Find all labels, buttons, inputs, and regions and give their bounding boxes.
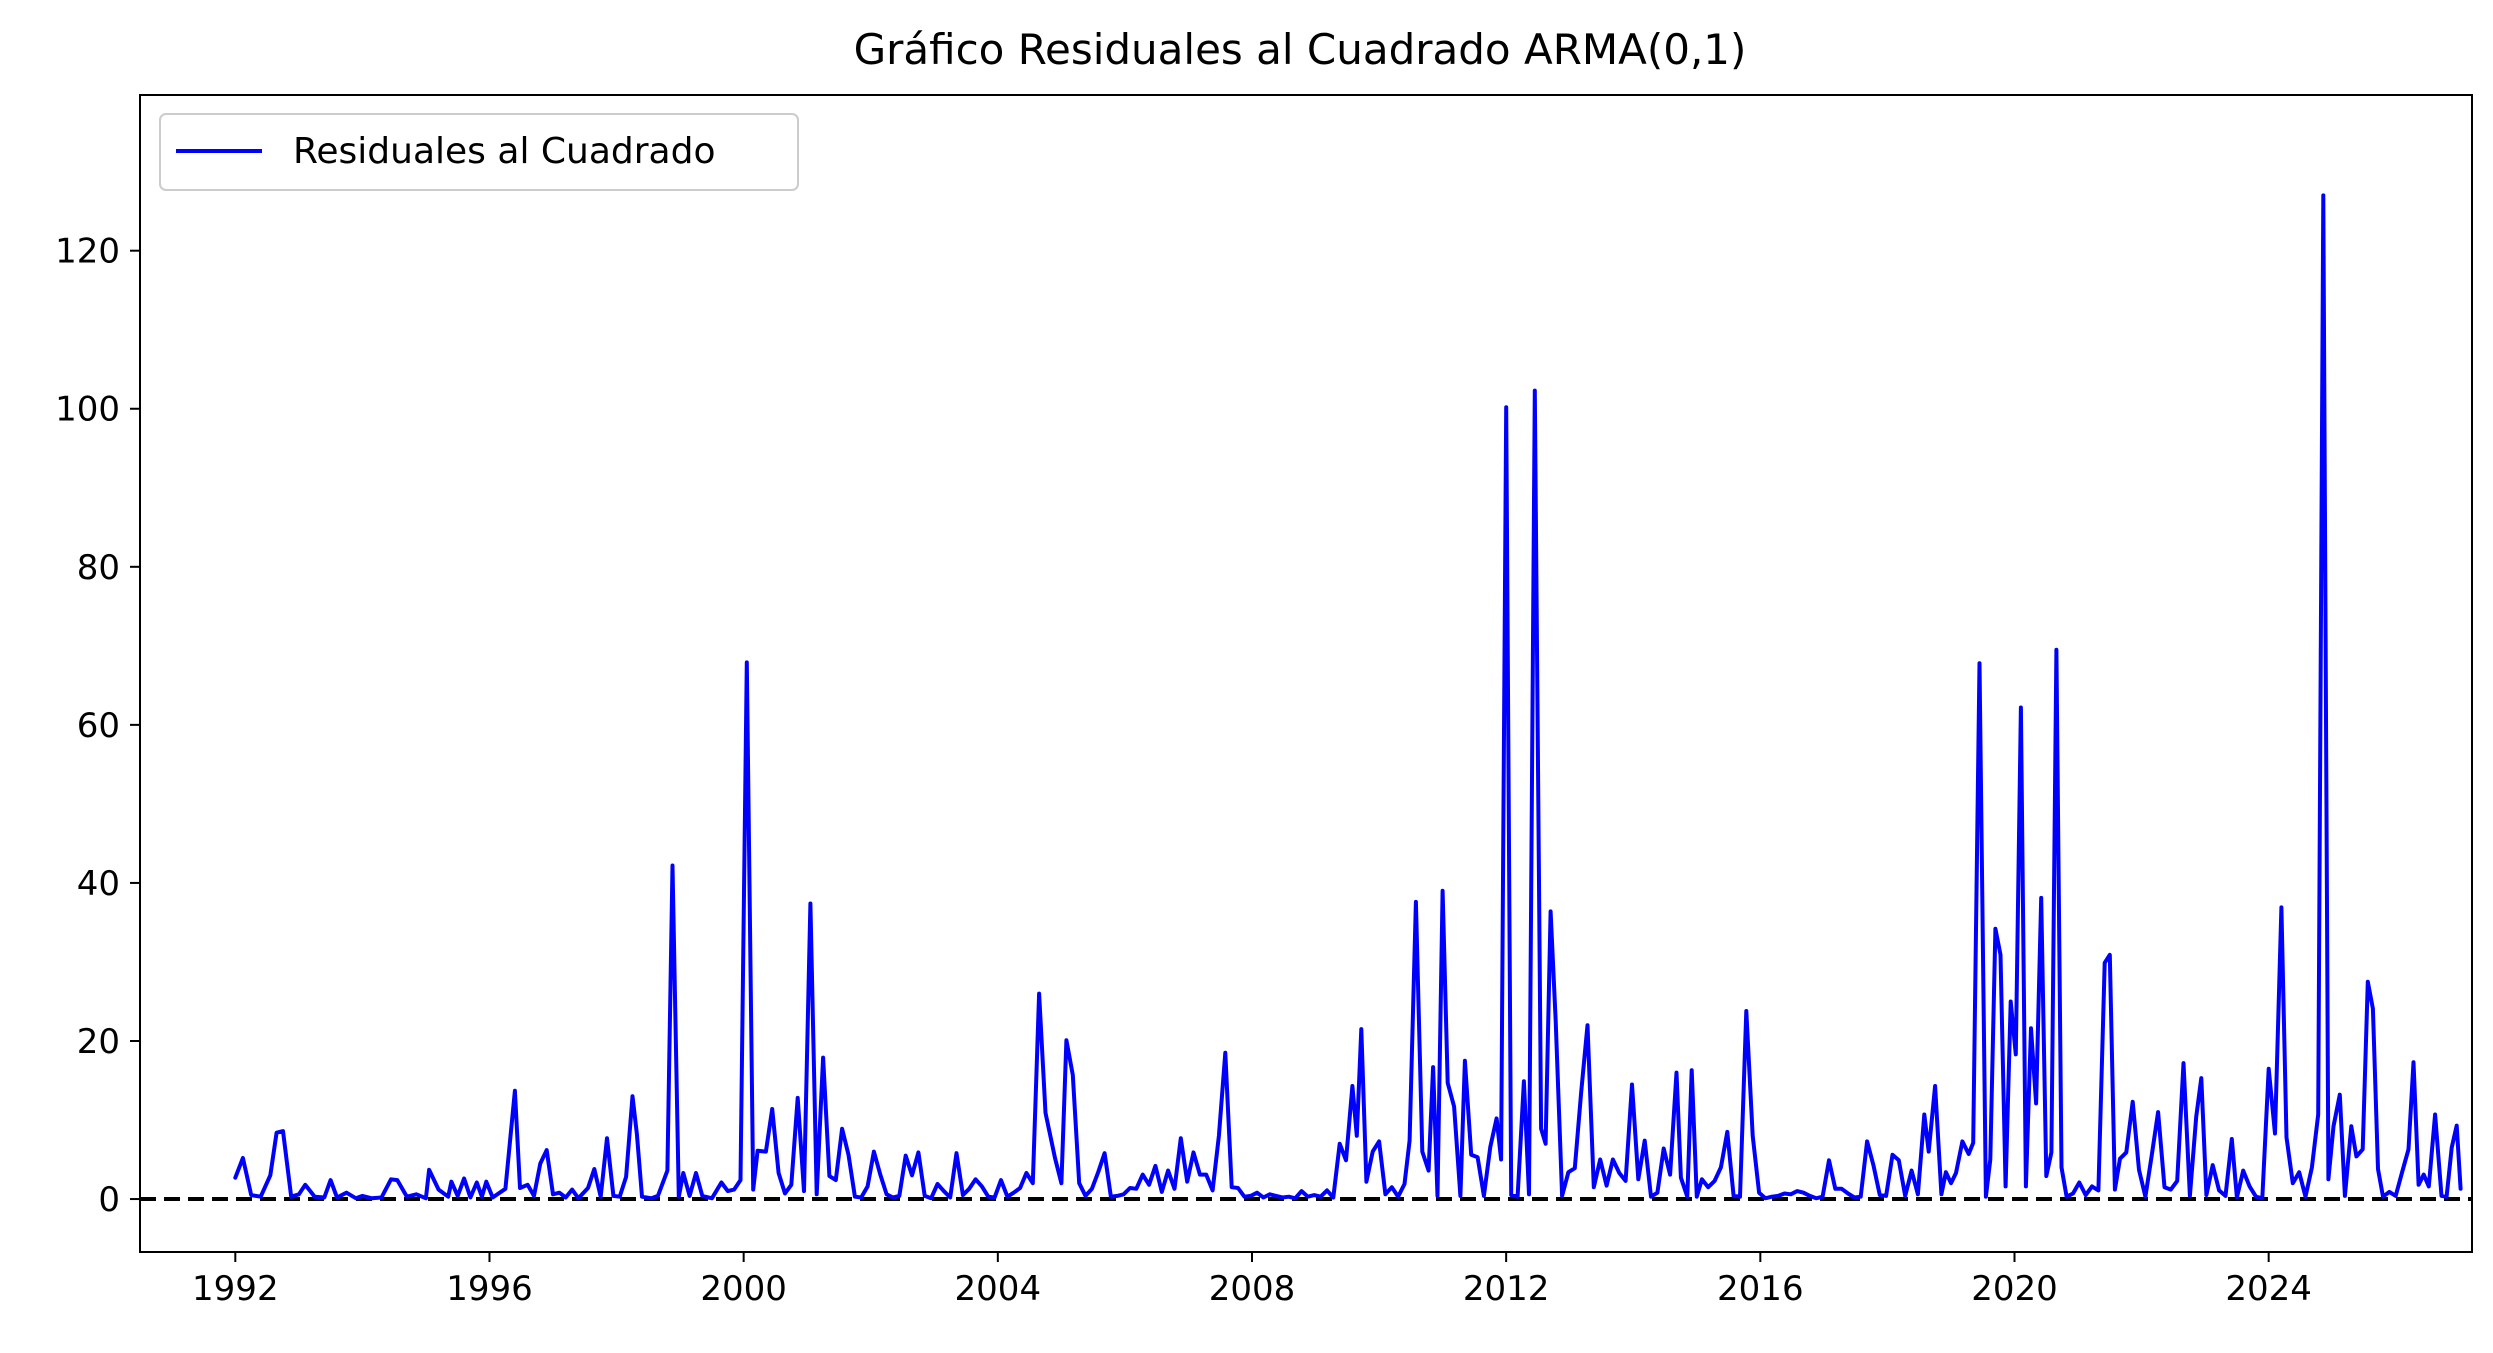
x-tick-label-2000: 2000 — [700, 1269, 787, 1309]
y-tick-label-20: 20 — [77, 1022, 120, 1062]
x-tick-label-2016: 2016 — [1717, 1269, 1804, 1309]
y-tick-label-40: 40 — [77, 864, 120, 904]
x-tick-label-1996: 1996 — [446, 1269, 533, 1309]
y-tick-label-100: 100 — [55, 390, 120, 430]
x-tick-label-2004: 2004 — [955, 1269, 1042, 1309]
legend-series-label: Residuales al Cuadrado — [293, 131, 716, 172]
plot-frame — [139, 94, 2473, 1253]
y-tick-label-120: 120 — [55, 232, 120, 272]
legend-box — [159, 113, 799, 191]
x-tick-label-2012: 2012 — [1463, 1269, 1550, 1309]
y-tick-label-0: 0 — [98, 1180, 120, 1220]
legend: Residuales al Cuadrado — [159, 113, 799, 191]
y-tick-label-60: 60 — [77, 706, 120, 746]
x-tick-label-2008: 2008 — [1209, 1269, 1296, 1309]
x-tick-label-2024: 2024 — [2225, 1269, 2312, 1309]
plot-area: 1992 1996 2000 2004 2008 2012 2016 2020 2024 0 20 4… — [55, 193, 2472, 1309]
series-line-0 — [233, 193, 2463, 1201]
x-tick-label-2020: 2020 — [1971, 1269, 2058, 1309]
chart-title: Gráfico Residuales al Cuadrado ARMA(0,1) — [854, 25, 1747, 74]
y-tick-label-80: 80 — [77, 548, 120, 588]
x-tick-label-1992: 1992 — [192, 1269, 279, 1309]
